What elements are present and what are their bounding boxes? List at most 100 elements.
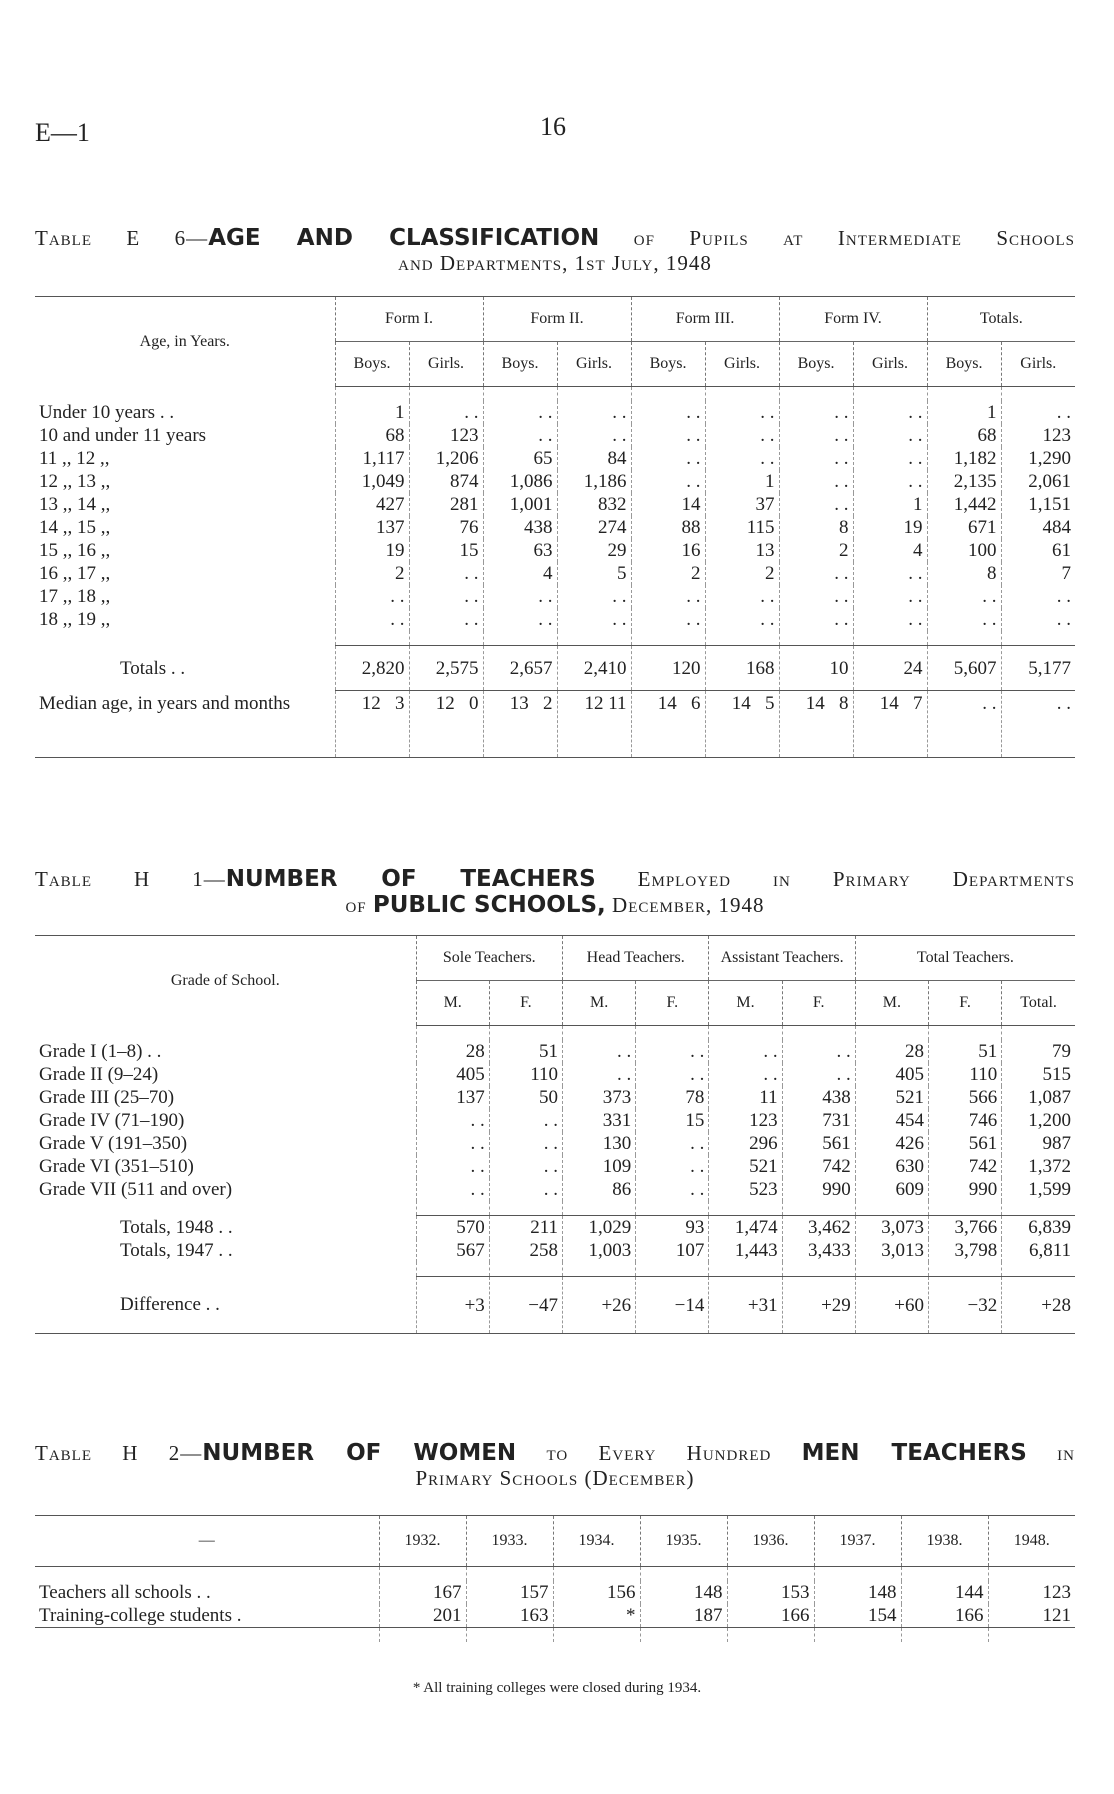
row-label: 13 ,, 14 ,, [39, 494, 111, 515]
header-row-sub: Boys. Girls. Boys. Girls. Boys. Girls. Boys. Gi… [35, 341, 1076, 387]
cell: 2 [778, 539, 854, 562]
cell: 50 [488, 1086, 563, 1109]
spacer-cell [987, 1627, 1075, 1642]
cell: 11 [708, 1086, 783, 1109]
spacer-cell [1000, 631, 1076, 646]
row-header: Age, in Years. [35, 296, 335, 387]
table-row: 13 ,, 14 ,, 427 281 1,001 832 14 37. . 1 1,442 1,… [35, 493, 1076, 516]
cell: . . [556, 608, 632, 631]
cell: . . [1000, 690, 1076, 758]
cell: 746 [927, 1109, 1002, 1132]
cell: 1,003 [561, 1239, 636, 1262]
table-row: Grade I (1–8) . . 28 51. .. .. .. . 28 51 79 [35, 1040, 1075, 1063]
column-header: F. [927, 980, 1002, 1026]
spacer-cell [635, 1201, 709, 1216]
spacer-cell [35, 1026, 416, 1041]
table-row: Grade IV (71–190). .. . 331 15 123 731 454 746… [35, 1109, 1075, 1132]
cell: 258 [488, 1239, 563, 1262]
spacer-cell [378, 1566, 466, 1581]
column-header: Boys. [926, 341, 1002, 387]
row-label: Totals, 1947 . . [120, 1240, 233, 1261]
cell: 61 [1000, 539, 1076, 562]
cell: 1 [704, 470, 780, 493]
cell: 19 [852, 516, 928, 539]
cell: . . [482, 585, 557, 608]
cell: 10 [778, 645, 854, 691]
cell: 1,117 [334, 447, 409, 470]
cell: . . [630, 470, 706, 493]
cell: . . [482, 608, 557, 631]
cell: . . [556, 401, 632, 424]
column-group: Assistant Teachers. [708, 935, 856, 981]
spacer-cell [488, 1262, 563, 1277]
spacer-cell [415, 1025, 490, 1040]
totals-row: Totals, 1948 . . 570 211 1,029 93 1,474 3,462 3… [35, 1215, 1075, 1239]
spacer-cell [778, 386, 854, 401]
spacer [35, 1201, 1075, 1216]
row-label: 15 ,, 16 ,, [39, 540, 111, 561]
spacer-cell [35, 1262, 416, 1277]
spacer-cell [781, 1262, 856, 1277]
cell: +26 [561, 1276, 636, 1334]
title-rest: of Pupils at Intermediate Schools [599, 226, 1076, 250]
cell: 2 [704, 562, 780, 585]
column-header: F. [635, 980, 709, 1026]
cell: 13 2 [482, 690, 557, 758]
cell: 148 [639, 1581, 727, 1604]
row-label: Grade III (25–70) [39, 1087, 175, 1108]
cell: 28 [854, 1040, 929, 1063]
cell: 561 [781, 1132, 856, 1155]
column-header: F. [488, 980, 563, 1026]
column-header: 1938. [900, 1515, 988, 1567]
cell: * [552, 1604, 640, 1628]
spacer-cell [635, 1262, 709, 1277]
cell: 187 [639, 1604, 727, 1628]
cell: 1,086 [482, 470, 557, 493]
cell: 2,410 [556, 645, 632, 691]
cell: 990 [781, 1178, 856, 1201]
title-line2-pre: of [345, 893, 373, 917]
spacer-cell [900, 1566, 988, 1581]
cell: 167 [378, 1581, 466, 1604]
cell: . . [556, 585, 632, 608]
cell: . . [1000, 401, 1076, 424]
cell: 2,657 [482, 645, 557, 691]
cell: 65 [482, 447, 557, 470]
spacer-cell [488, 1025, 563, 1040]
table-h2-title: Table H 2—NUMBER OF WOMEN to Every Hundr… [35, 1440, 1075, 1491]
cell: 427 [334, 493, 409, 516]
cell: 166 [900, 1604, 988, 1628]
spacer [35, 386, 1076, 401]
cell: 121 [987, 1604, 1075, 1628]
title-rest: in [1026, 1441, 1075, 1465]
cell: 5 [556, 562, 632, 585]
cell: . . [630, 608, 706, 631]
table-h1-title: Table H 1—NUMBER OF TEACHERS Employed in… [35, 866, 1075, 918]
cell: 438 [781, 1086, 856, 1109]
cell: 19 [334, 539, 409, 562]
spacer-cell [561, 1025, 636, 1040]
spacer-cell [927, 1201, 1002, 1216]
cell: 731 [781, 1109, 856, 1132]
cell: 7 [1000, 562, 1076, 585]
spacer-cell [781, 1025, 856, 1040]
row-label: Median age, in years and months [35, 690, 335, 758]
header-row-groups: Age, in Years. Form I. Form II. Form III. Fo… [35, 296, 1076, 387]
table-row: 11 ,, 12 ,, 1,117 1,206 65 84. .. .. .. . 1,1… [35, 447, 1076, 470]
cell: 24 [852, 645, 928, 691]
cell: . . [630, 585, 706, 608]
row-label: 17 ,, 18 ,, [39, 586, 111, 607]
row-label: 18 ,, 19 ,, [39, 609, 111, 630]
spacer-cell [35, 631, 335, 646]
cell: 331 [561, 1109, 636, 1132]
spacer-cell [408, 386, 483, 401]
cell: 29 [556, 539, 632, 562]
cell: 154 [813, 1604, 901, 1628]
column-header: Girls. [408, 341, 483, 387]
spacer-cell [334, 631, 409, 646]
cell: 6,839 [1001, 1215, 1075, 1239]
title-bold-1: NUMBER OF WOMEN [202, 1440, 517, 1466]
cell: . . [778, 470, 854, 493]
cell: 523 [708, 1178, 783, 1201]
